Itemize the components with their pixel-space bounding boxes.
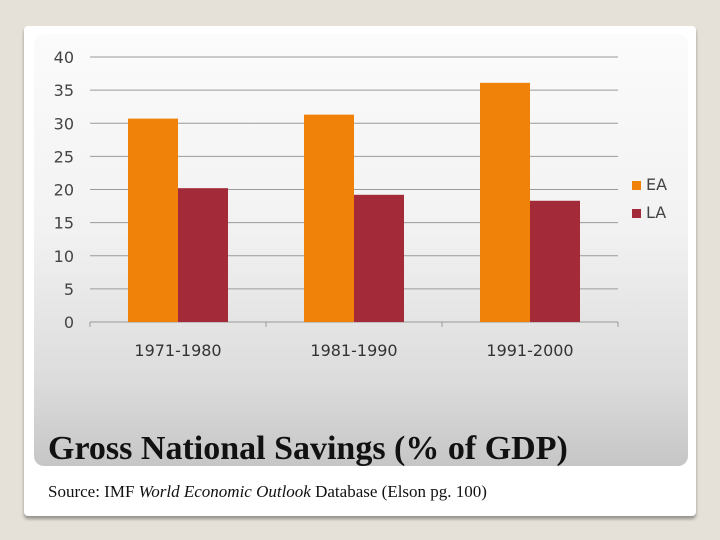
y-tick-label: 0 [64,313,74,332]
legend-swatch-la [632,209,641,218]
legend-label-la: LA [646,203,666,222]
chart-panel: 0 5 10 15 20 25 30 35 40 1971-1980 1981-1990 1991-2… [34,34,688,466]
y-tick-label: 5 [64,280,74,299]
bar-ea-1 [128,118,178,322]
legend-label-ea: EA [646,175,667,194]
bar-ea-2 [304,114,354,322]
bar-chart: 0 5 10 15 20 25 30 35 40 1971-1980 1981-1990 1991-2… [54,48,667,360]
y-tick-label: 35 [54,81,74,100]
x-category-label: 1981-1990 [310,341,397,360]
y-tick-label: 25 [54,147,74,166]
y-tick-label: 10 [54,247,74,266]
x-category-label: 1991-2000 [486,341,573,360]
y-tick-label: 20 [54,181,74,200]
slide: 0 5 10 15 20 25 30 35 40 1971-1980 1981-1990 1991-2… [24,26,696,516]
y-tick-label: 30 [54,114,74,133]
source-publication: World Economic Outlook [138,482,311,501]
slide-title: Gross National Savings (% of GDP) [48,430,568,467]
bar-la-1 [178,188,228,322]
source-note: Source: IMF World Economic Outlook Datab… [48,482,688,502]
source-prefix: Source: IMF [48,482,139,501]
x-category-label: 1971-1980 [134,341,221,360]
source-suffix: Database (Elson pg. 100) [310,482,487,501]
bar-la-2 [354,194,404,322]
y-tick-label: 15 [54,214,74,233]
bar-la-3 [530,200,580,322]
legend-swatch-ea [632,181,641,190]
bar-ea-3 [480,82,530,323]
y-tick-label: 40 [54,48,74,67]
